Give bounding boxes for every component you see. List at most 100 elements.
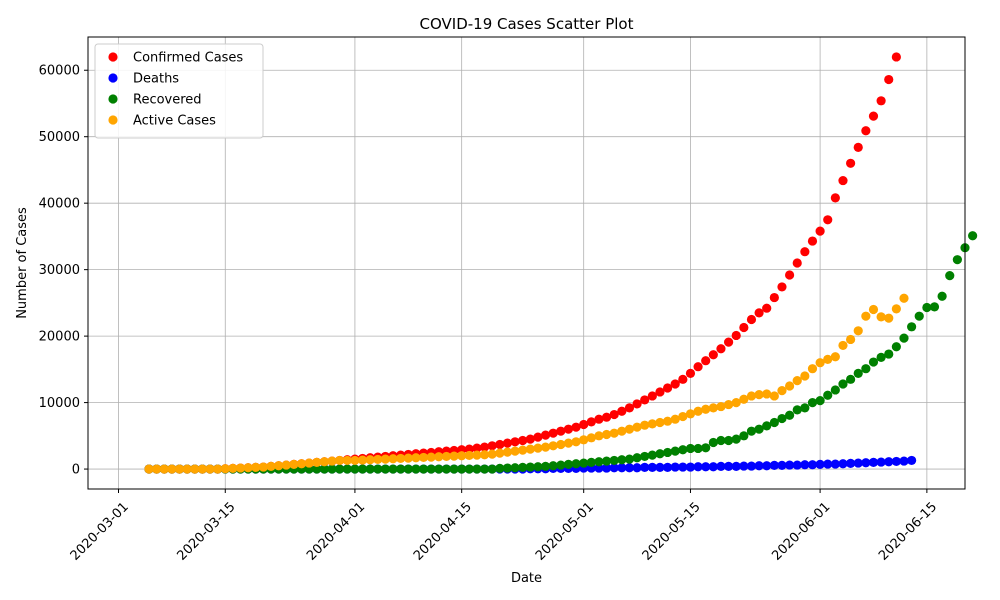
data-point (731, 461, 741, 471)
data-point (777, 460, 787, 471)
data-point (472, 450, 482, 460)
series-active-cases (144, 293, 909, 474)
data-point (350, 464, 360, 474)
data-point (838, 379, 848, 389)
data-point (685, 462, 696, 472)
data-point (838, 340, 848, 351)
data-point (167, 464, 177, 474)
data-point (601, 463, 612, 473)
data-point (731, 434, 741, 444)
data-point (540, 461, 551, 471)
data-point (716, 461, 726, 471)
y-tick-label: 20000 (39, 330, 80, 345)
data-point (205, 464, 215, 474)
data-point (144, 464, 154, 474)
data-point (701, 443, 711, 453)
data-point (289, 459, 299, 470)
data-point (746, 461, 757, 471)
data-point (258, 462, 268, 472)
data-point (662, 447, 673, 458)
data-point (708, 437, 718, 448)
data-point (655, 449, 665, 459)
legend-marker (108, 73, 118, 83)
chart-title: COVID-19 Cases Scatter Plot (420, 15, 634, 33)
data-point (769, 460, 779, 471)
data-point (968, 231, 978, 241)
data-point (601, 429, 612, 440)
data-point (678, 462, 688, 472)
data-point (731, 330, 741, 341)
data-point (777, 413, 787, 424)
data-point (655, 462, 665, 472)
data-point (640, 462, 650, 472)
data-point (373, 454, 383, 465)
data-point (678, 374, 688, 384)
data-point (693, 443, 703, 454)
data-point (670, 446, 680, 456)
data-point (624, 454, 635, 464)
data-point (518, 435, 528, 446)
data-point (846, 458, 856, 469)
data-point (441, 451, 452, 462)
data-point (380, 464, 391, 474)
data-point (861, 126, 871, 136)
data-point (495, 448, 505, 458)
plot-frame (87, 36, 966, 490)
data-point (479, 442, 490, 452)
data-point (662, 462, 673, 472)
data-point (723, 435, 734, 446)
data-point (426, 464, 436, 474)
data-point (723, 461, 734, 471)
data-point (594, 431, 604, 441)
data-point (533, 443, 543, 453)
data-point (800, 247, 810, 257)
data-point (525, 462, 535, 472)
data-point (411, 453, 421, 463)
data-point (769, 417, 779, 428)
data-point (746, 314, 757, 325)
data-point (662, 383, 673, 393)
data-point (884, 349, 894, 359)
data-point (601, 456, 612, 466)
data-point (479, 450, 490, 460)
data-point (479, 464, 490, 474)
data-point (662, 416, 673, 426)
data-point (655, 417, 665, 428)
data-point (800, 403, 810, 413)
data-point (868, 111, 879, 121)
data-point (350, 455, 360, 466)
data-point (556, 426, 566, 436)
data-point (785, 270, 795, 280)
data-point (800, 460, 810, 470)
data-point (838, 175, 848, 186)
legend-marker (108, 115, 118, 125)
data-point (624, 424, 635, 434)
data-point (830, 352, 840, 362)
data-point (823, 215, 833, 225)
data-point (502, 438, 513, 448)
data-point (579, 435, 589, 445)
data-point (594, 414, 604, 424)
data-point (807, 397, 818, 408)
data-point (754, 308, 764, 318)
data-point (922, 302, 932, 313)
data-point (723, 399, 734, 410)
data-point (670, 414, 680, 424)
data-point (327, 456, 337, 466)
data-point (464, 444, 474, 454)
data-point (548, 441, 558, 451)
data-point (396, 453, 406, 464)
data-point (182, 464, 192, 474)
data-point (525, 444, 535, 454)
data-point (884, 457, 894, 467)
data-point (754, 424, 764, 434)
data-point (823, 354, 833, 364)
data-point (693, 462, 703, 472)
data-point (792, 460, 802, 470)
data-point (152, 464, 162, 474)
data-point (365, 455, 375, 465)
data-point (632, 422, 642, 432)
data-point (510, 446, 520, 456)
data-point (403, 464, 413, 474)
